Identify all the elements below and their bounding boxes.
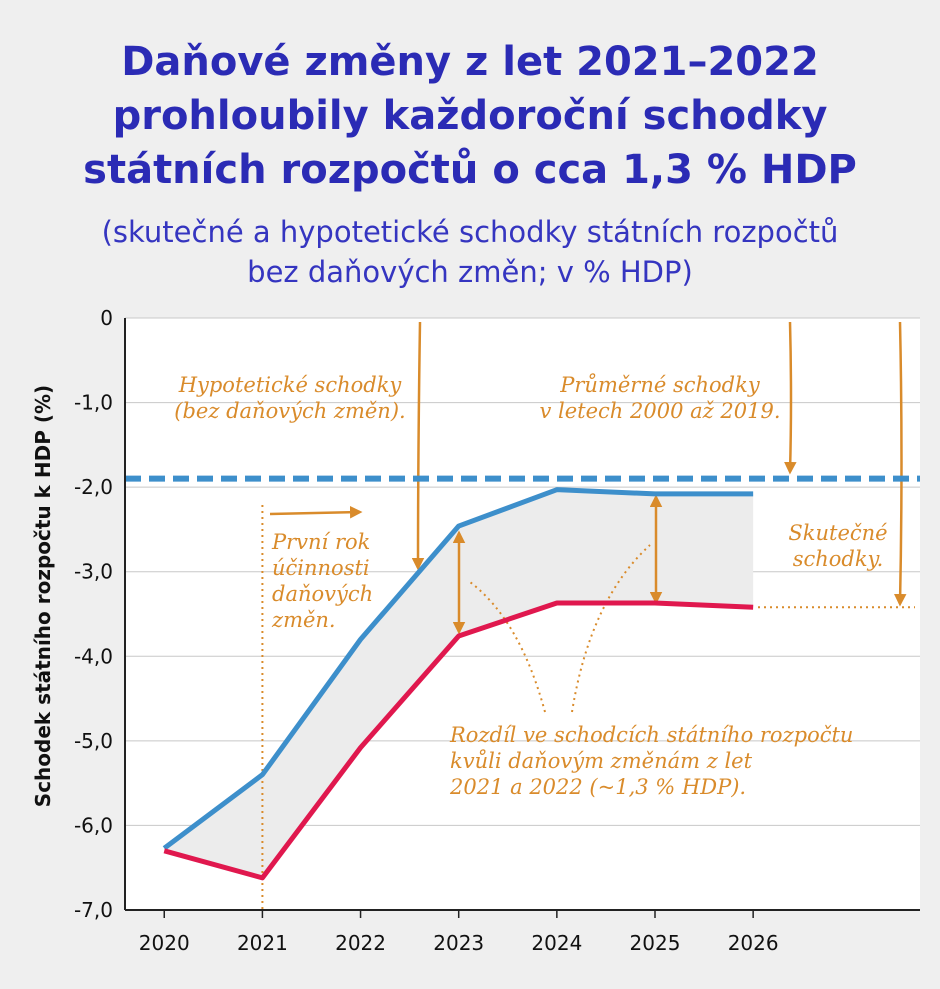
annotation-arrow <box>784 321 797 475</box>
difference-area <box>164 489 754 878</box>
y-tick-label: 0 <box>100 306 113 330</box>
y-tick-label: -2,0 <box>74 475 113 499</box>
annotation: Skutečné <box>788 521 887 545</box>
annotation: kvůli daňovým změnám z let <box>450 749 753 773</box>
annotation: schodky. <box>793 547 884 571</box>
chart-title: státních rozpočtů o cca 1,3 % HDP <box>83 146 857 193</box>
x-tick-label: 2026 <box>728 931 779 955</box>
x-tick-label: 2024 <box>531 931 582 955</box>
annotation: v letech 2000 až 2019. <box>539 399 780 423</box>
y-tick-label: -1,0 <box>74 391 113 415</box>
annotation: 2021 a 2022 (~1,3 % HDP). <box>449 775 746 799</box>
annotation-arrow <box>893 321 907 607</box>
x-tick-label: 2021 <box>237 931 288 955</box>
annotation: (bez daňových změn). <box>174 399 405 423</box>
chart-title: Daňové změny z let 2021–2022 <box>121 39 819 85</box>
annotation: První rok <box>271 530 370 554</box>
annotation-arrow <box>571 544 651 713</box>
series-line <box>162 487 754 851</box>
series-line <box>163 600 754 881</box>
annotation: změn. <box>271 608 336 632</box>
y-tick-label: -5,0 <box>74 729 113 753</box>
chart-subtitle: (skutečné a hypotetické schodky státních… <box>102 215 839 249</box>
y-tick-label: -6,0 <box>74 813 113 837</box>
y-tick-label: -7,0 <box>74 898 113 922</box>
y-axis-label: Schodek státního rozpočtu k HDP (%) <box>31 385 55 807</box>
x-tick-label: 2025 <box>630 931 681 955</box>
x-tick-label: 2023 <box>433 931 484 955</box>
annotation: Rozdíl ve schodcích státního rozpočtu <box>449 723 853 747</box>
annotation: daňových <box>272 582 373 606</box>
annotation: Průměrné schodky <box>559 373 761 397</box>
chart-subtitle: bez daňových změn; v % HDP) <box>247 255 693 289</box>
chart-title: prohloubily každoroční schodky <box>113 93 828 139</box>
x-tick-label: 2022 <box>335 931 386 955</box>
annotation-arrow <box>469 581 546 713</box>
y-tick-label: -3,0 <box>74 560 113 584</box>
annotation: účinnosti <box>272 556 370 580</box>
annotation-arrow <box>269 505 363 519</box>
x-tick-label: 2020 <box>139 931 190 955</box>
y-tick-label: -4,0 <box>74 644 113 668</box>
annotation-arrow <box>411 321 425 571</box>
annotation: Hypotetické schodky <box>178 373 403 397</box>
